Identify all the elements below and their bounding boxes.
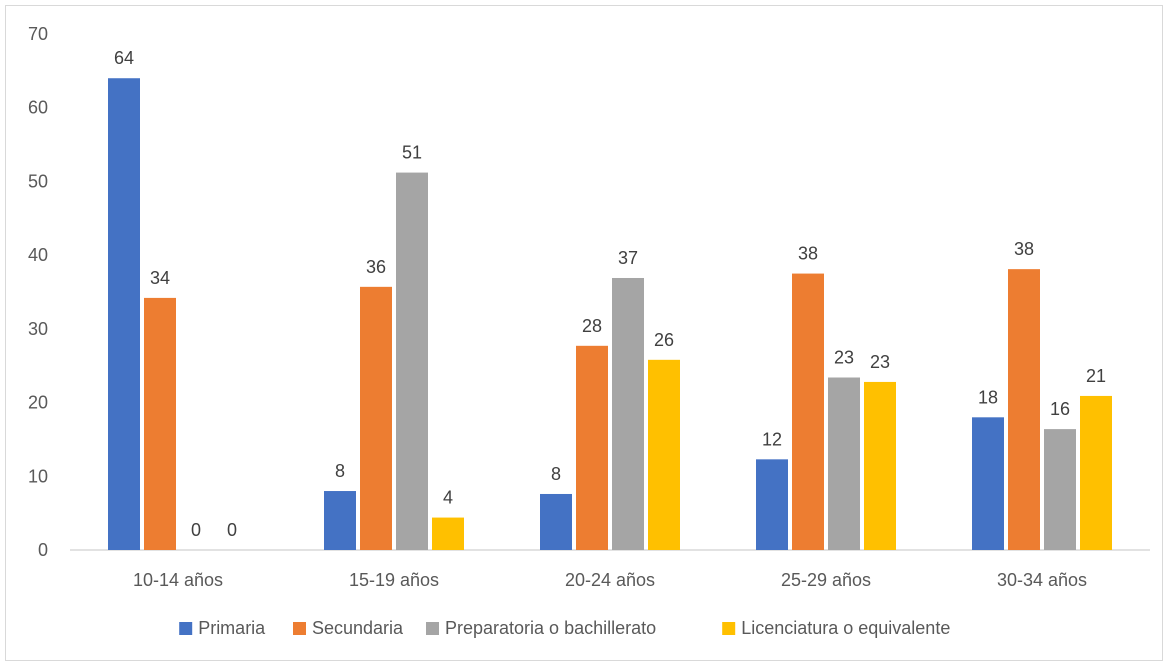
bar [1080,395,1112,550]
chart-frame [5,5,1163,661]
bar [144,297,176,550]
bar [540,493,572,550]
data-label: 4 [443,488,453,508]
bar [396,172,428,550]
y-tick-label: 70 [28,24,48,44]
legend-label: Licenciatura o equivalente [741,618,950,638]
bar [612,277,644,550]
y-tick-label: 60 [28,98,48,118]
data-label: 26 [654,330,674,350]
bar [324,491,356,550]
bar [576,345,608,550]
y-tick-label: 0 [38,540,48,560]
data-label: 36 [366,257,386,277]
data-label: 23 [834,348,854,368]
legend-label: Preparatoria o bachillerato [445,618,656,638]
data-label: 18 [978,387,998,407]
bar [108,78,140,550]
legend-label: Secundaria [312,618,404,638]
bar [360,286,392,550]
y-tick-label: 50 [28,171,48,191]
data-label: 23 [870,352,890,372]
bar [1008,269,1040,550]
bar [648,359,680,550]
y-tick-label: 30 [28,319,48,339]
bar [756,459,788,550]
x-tick-label: 20-24 años [565,570,655,590]
y-tick-label: 10 [28,466,48,486]
data-label: 8 [551,464,561,484]
data-label: 0 [227,520,237,540]
x-tick-label: 15-19 años [349,570,439,590]
data-label: 0 [191,520,201,540]
x-tick-label: 25-29 años [781,570,871,590]
data-label: 38 [1014,239,1034,259]
bar [1044,429,1076,550]
bar [972,417,1004,550]
data-label: 21 [1086,366,1106,386]
data-label: 12 [762,429,782,449]
data-label: 8 [335,461,345,481]
data-label: 38 [798,244,818,264]
bar [864,381,896,550]
x-tick-label: 10-14 años [133,570,223,590]
y-tick-label: 20 [28,393,48,413]
bar [432,517,464,550]
legend-swatch [426,622,439,635]
data-label: 28 [582,316,602,336]
data-label: 16 [1050,399,1070,419]
data-label: 34 [150,268,170,288]
data-label: 51 [402,143,422,163]
bar [792,273,824,550]
data-label: 64 [114,48,134,68]
legend-label: Primaria [198,618,266,638]
x-tick-label: 30-34 años [997,570,1087,590]
y-tick-label: 40 [28,245,48,265]
legend-swatch [179,622,193,635]
data-label: 37 [618,248,638,268]
legend-swatch [722,622,736,635]
legend-swatch [293,622,306,635]
bar [828,377,860,550]
